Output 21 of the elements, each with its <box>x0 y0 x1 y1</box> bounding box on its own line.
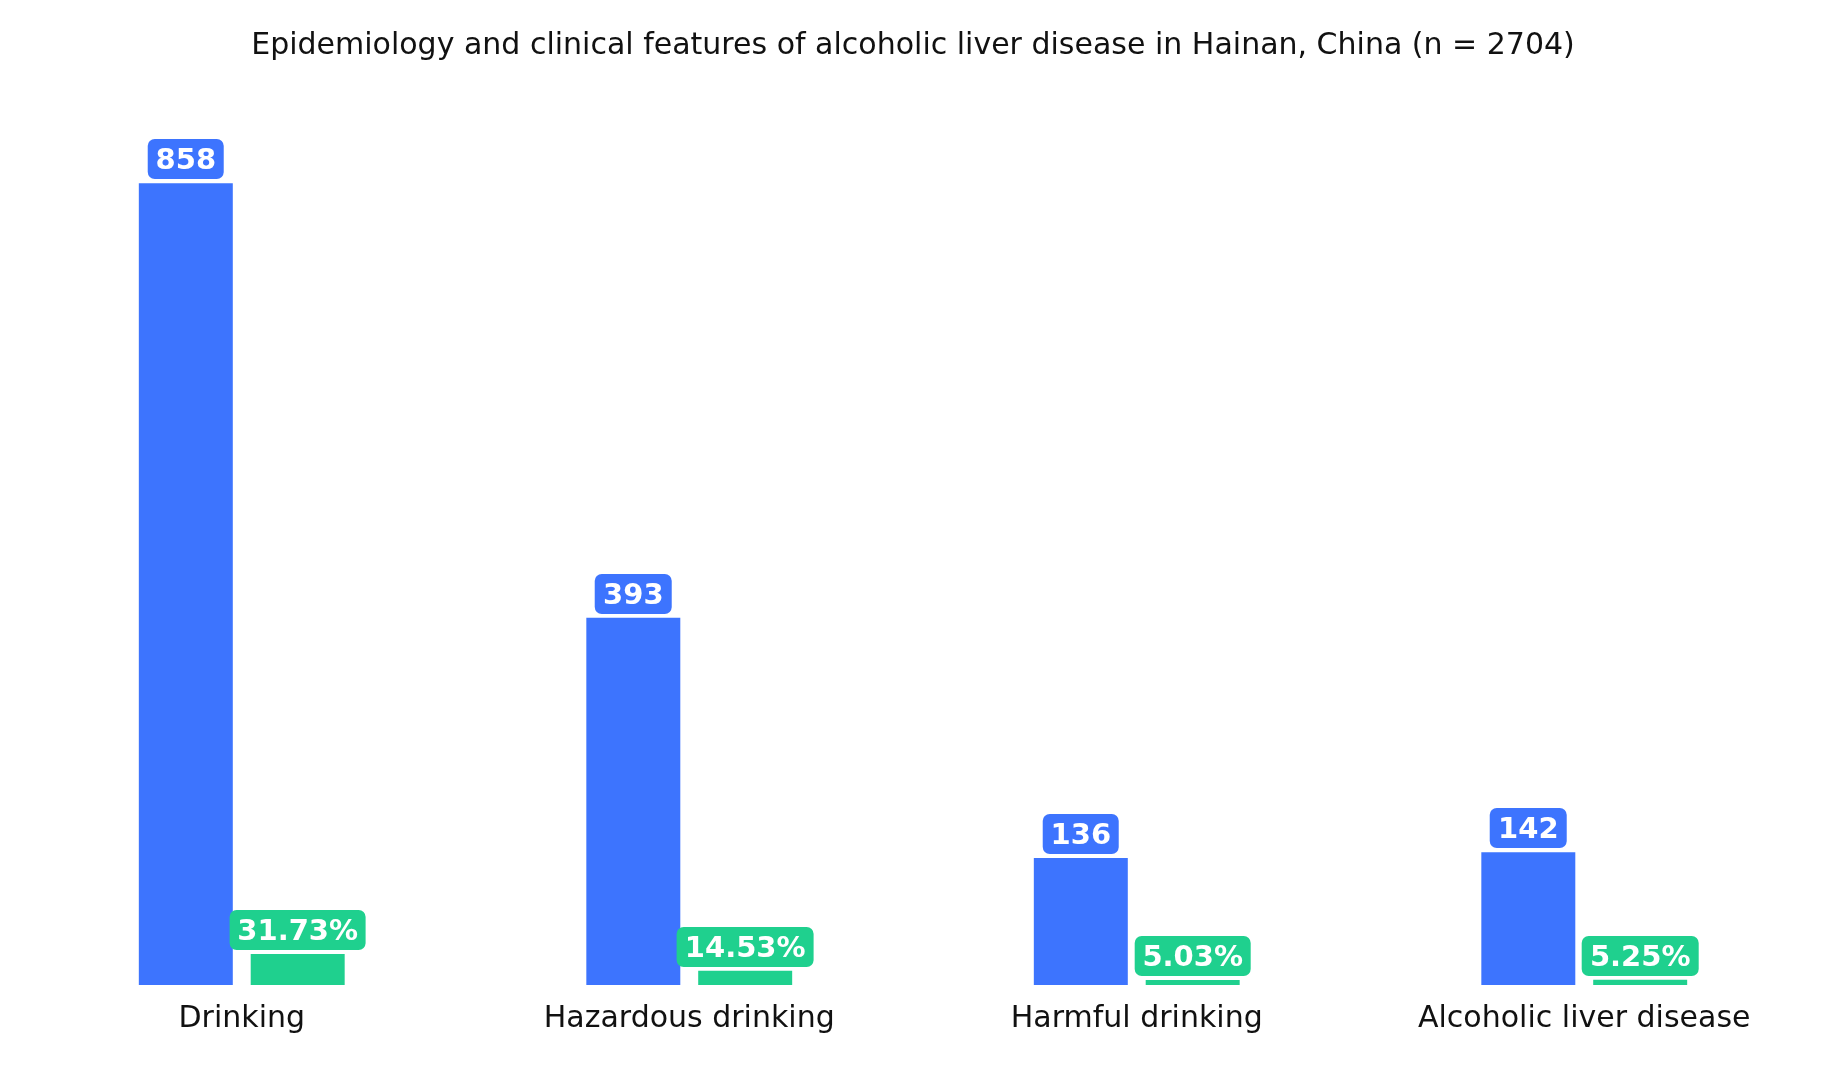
data-label: 5.25% <box>1581 935 1699 976</box>
x-tick-label: Alcoholic liver disease <box>1418 998 1751 1034</box>
bar <box>1481 852 1576 985</box>
data-label: 31.73% <box>229 909 367 950</box>
data-label: 5.03% <box>1134 936 1251 977</box>
bar <box>1033 857 1128 985</box>
x-tick-label: Drinking <box>178 998 306 1034</box>
bar <box>138 183 233 985</box>
data-label: 136 <box>1042 813 1120 854</box>
bar <box>1593 979 1688 985</box>
bar <box>698 970 793 985</box>
x-tick-label: Harmful drinking <box>1010 998 1263 1034</box>
x-tick-label: Hazardous drinking <box>543 998 835 1034</box>
data-label: 142 <box>1490 808 1567 849</box>
bar <box>250 953 345 985</box>
bar <box>1145 980 1240 985</box>
data-label: 14.53% <box>676 926 814 967</box>
bar <box>586 617 681 985</box>
data-label: 858 <box>147 139 225 180</box>
chart-title: Epidemiology and clinical features of alcoholic liver disease in Hainan, China (n = 2704) <box>251 25 1575 61</box>
data-label: 393 <box>595 573 672 614</box>
